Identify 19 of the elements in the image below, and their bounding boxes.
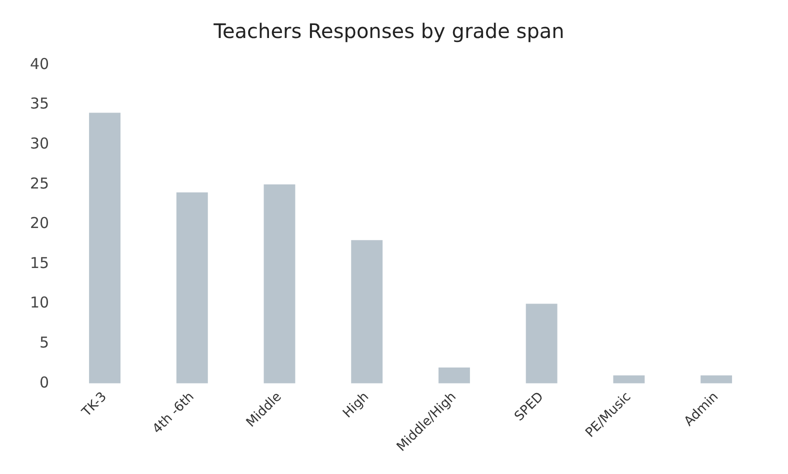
y-tick-label: 35 [30,94,50,113]
bar [264,184,296,384]
x-tick-label: 4th -6th [150,390,198,437]
y-tick-label: 25 [30,174,50,192]
bar [438,367,470,384]
y-tick-label: 40 [30,54,50,73]
y-tick-label: 10 [30,294,50,312]
bar [89,112,120,384]
bar [176,192,208,384]
y-tick-label: 15 [30,254,50,272]
bar [526,304,558,384]
bar [700,375,732,384]
bar [351,240,383,384]
y-tick-label: 20 [30,214,50,232]
y-tick-label: 5 [40,333,50,352]
chart-title: Teachers Responses by grade span [212,19,564,44]
y-tick-label: 30 [30,134,50,152]
y-tick-label: 0 [40,373,50,392]
bar [613,375,645,384]
